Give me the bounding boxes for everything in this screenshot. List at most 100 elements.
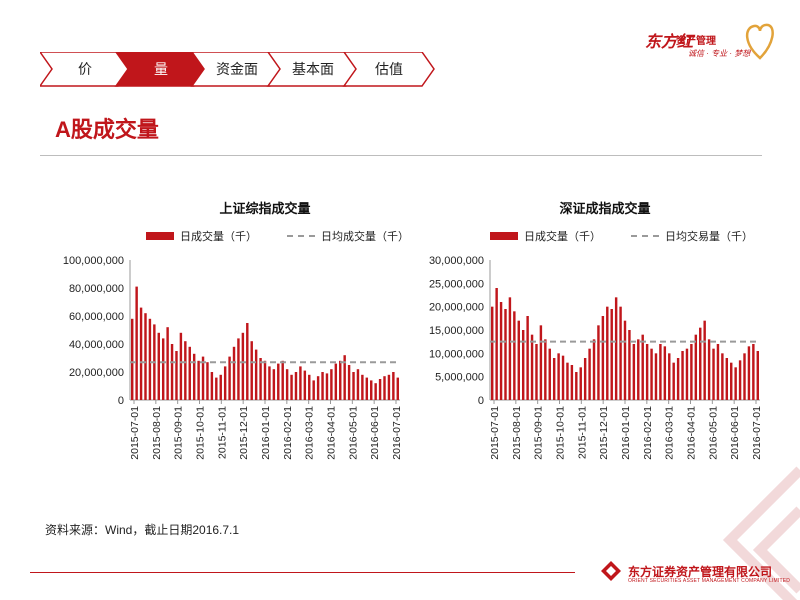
volume-bar [148,318,152,400]
nav-tabs: 价 量 资金面 基本面 估值 [40,52,435,87]
volume-bar [228,356,231,400]
volume-bar [197,360,200,400]
volume-bar [392,372,395,400]
volume-bar [170,344,174,400]
divider [40,155,762,156]
volume-bar [361,374,364,400]
legend-bar-swatch [146,232,174,240]
volume-bar [623,320,627,400]
y-tick-label: 20,000,000 [69,367,124,379]
volume-bar [756,351,760,400]
x-tick-label: 2016-06-01 [369,406,381,460]
volume-bar [712,348,715,400]
x-tick-label: 2016-04-01 [326,406,338,460]
volume-bar [645,344,649,400]
volume-bar [135,286,138,400]
volume-bar [290,374,293,400]
volume-bar [654,353,658,400]
volume-bar [277,363,280,400]
tab-3[interactable]: 基本面 [266,52,359,87]
volume-bar [521,330,525,400]
volume-bar [272,369,276,400]
tab-label: 估值 [375,61,403,77]
tab-4[interactable]: 估值 [342,52,435,87]
x-tick-label: 2015-09-01 [533,406,545,460]
x-tick-label: 2016-04-01 [686,406,698,460]
volume-bar [606,306,609,400]
legend-line-label: 日均交易量（千） [665,231,753,243]
x-tick-label: 2015-10-01 [555,406,567,460]
volume-bar [641,334,644,400]
volume-bar [579,367,582,400]
y-tick-label: 5,000,000 [435,372,484,384]
volume-bar [632,344,636,400]
volume-bar [734,367,737,400]
tab-0[interactable]: 价 [40,52,131,87]
x-tick-label: 2016-07-01 [391,406,403,460]
volume-bar [299,366,302,400]
y-tick-label: 0 [478,395,484,407]
volume-bar [321,372,324,400]
volume-bar [201,356,205,400]
volume-bar [210,372,214,400]
volume-bar [139,307,143,400]
volume-bar [530,334,534,400]
volume-bar [285,369,289,400]
volume-bar [308,374,311,400]
x-tick-label: 2015-09-01 [173,406,185,460]
legend-bar-swatch [490,232,518,240]
y-tick-label: 0 [118,395,124,407]
volume-bar [254,349,258,400]
volume-bar [343,355,346,400]
x-tick-label: 2016-01-01 [260,406,272,460]
volume-bar [490,306,494,400]
tab-label: 量 [154,61,168,77]
x-tick-label: 2016-03-01 [664,406,676,460]
x-tick-label: 2015-08-01 [151,406,163,460]
volume-bar [588,348,591,400]
x-tick-label: 2015-12-01 [598,406,610,460]
volume-bar [250,341,253,400]
volume-bar [535,344,538,400]
volume-bar [517,320,520,400]
page-title: A股成交量 [55,117,159,142]
legend-bar-label: 日成交量（千） [524,231,601,243]
volume-bar [548,348,551,400]
volume-bar [694,334,698,400]
tab-2[interactable]: 资金面 [190,52,283,87]
volume-bar [601,316,605,400]
volume-bar [241,332,245,400]
x-tick-label: 2016-02-01 [642,406,654,460]
x-tick-label: 2016-02-01 [282,406,294,460]
tab-label: 价 [78,61,92,77]
volume-bar [628,330,631,400]
volume-bar [583,358,587,400]
volume-bar [232,346,236,400]
volume-bar [184,341,187,400]
x-tick-label: 2016-05-01 [347,406,359,460]
volume-bar [179,332,183,400]
x-tick-label: 2016-07-01 [751,406,763,460]
volume-bar [378,379,382,400]
brand-tagline: 诚信 · 专业 · 梦想 [688,49,751,58]
volume-bar [294,372,298,400]
x-tick-label: 2015-08-01 [511,406,523,460]
volume-bar [356,369,360,400]
chart-title-sh: 上证综指成交量 [219,201,311,216]
x-tick-label: 2016-01-01 [620,406,632,460]
tab-1[interactable]: 量 [114,52,207,87]
y-tick-label: 15,000,000 [429,325,484,337]
company-name-en: ORIENT SECURITIES ASSET MANAGEMENT COMPA… [628,578,791,584]
volume-bar [690,344,693,400]
volume-bar [570,365,574,400]
volume-bar [281,360,284,400]
volume-bar [508,297,512,400]
x-tick-label: 2015-07-01 [129,406,141,460]
volume-bar [513,311,516,400]
volume-bar [681,351,684,400]
volume-bar [539,325,543,400]
y-tick-label: 30,000,000 [429,255,484,267]
corner-pattern-decoration [722,466,800,600]
legend-sh: 日成交量（千） 日均成交量（千） [146,228,409,244]
legend-line-swatch [631,235,659,237]
